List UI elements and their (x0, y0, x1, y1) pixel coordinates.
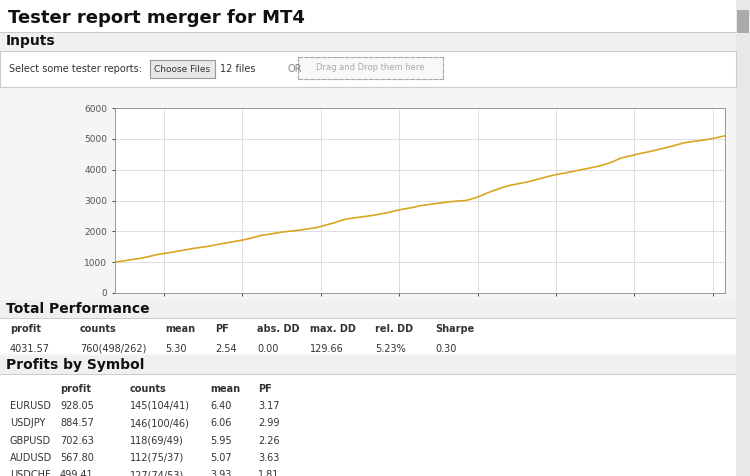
Text: 12 files: 12 files (220, 64, 256, 74)
Text: counts: counts (130, 384, 166, 394)
Text: 145(104/41): 145(104/41) (130, 401, 190, 411)
Text: 567.80: 567.80 (60, 453, 94, 463)
Text: 5.07: 5.07 (210, 453, 232, 463)
Text: 6.40: 6.40 (210, 401, 231, 411)
Text: 5.23%: 5.23% (375, 344, 406, 354)
Text: PF: PF (215, 324, 229, 334)
Text: 0.30: 0.30 (435, 344, 456, 354)
Text: profit: profit (60, 384, 91, 394)
Text: rel. DD: rel. DD (375, 324, 413, 334)
Text: Tester report merger for MT4: Tester report merger for MT4 (8, 9, 304, 27)
Bar (737, 10, 748, 33)
Text: 5.95: 5.95 (210, 436, 232, 446)
Text: 2.54: 2.54 (215, 344, 237, 354)
Text: EURUSD: EURUSD (10, 401, 51, 411)
Text: Drag and Drop them here: Drag and Drop them here (316, 63, 424, 72)
Text: 4031.57: 4031.57 (10, 344, 50, 354)
Text: USDCHF: USDCHF (10, 470, 51, 476)
Text: Sharpe: Sharpe (435, 324, 474, 334)
Text: AUDUSD: AUDUSD (10, 453, 53, 463)
Text: 3.63: 3.63 (258, 453, 279, 463)
Text: 146(100/46): 146(100/46) (130, 418, 190, 428)
Text: PF: PF (258, 384, 272, 394)
Text: 112(75/37): 112(75/37) (130, 453, 184, 463)
Text: 0.00: 0.00 (257, 344, 278, 354)
Text: Inputs: Inputs (6, 34, 56, 49)
Text: Profits by Symbol: Profits by Symbol (6, 358, 144, 372)
Text: 6.06: 6.06 (210, 418, 231, 428)
Text: 127(74/53): 127(74/53) (130, 470, 184, 476)
Text: 760(498/262): 760(498/262) (80, 344, 146, 354)
Text: Choose Files: Choose Files (154, 65, 211, 73)
Text: mean: mean (210, 384, 240, 394)
Text: OR: OR (288, 64, 302, 74)
Text: 884.57: 884.57 (60, 418, 94, 428)
Text: 2.26: 2.26 (258, 436, 280, 446)
Text: mean: mean (165, 324, 195, 334)
Text: profit: profit (10, 324, 41, 334)
Text: Select some tester reports:: Select some tester reports: (9, 64, 142, 74)
Text: 2.99: 2.99 (258, 418, 280, 428)
Text: Total Performance: Total Performance (6, 302, 149, 316)
Text: abs. DD: abs. DD (257, 324, 299, 334)
Text: 1.81: 1.81 (258, 470, 279, 476)
Text: 129.66: 129.66 (310, 344, 344, 354)
Text: USDJPY: USDJPY (10, 418, 45, 428)
Text: GBPUSD: GBPUSD (10, 436, 51, 446)
Text: 5.30: 5.30 (165, 344, 187, 354)
Text: max. DD: max. DD (310, 324, 356, 334)
Text: 118(69/49): 118(69/49) (130, 436, 184, 446)
Text: 702.63: 702.63 (60, 436, 94, 446)
Text: 3.17: 3.17 (258, 401, 280, 411)
Text: 3.93: 3.93 (210, 470, 231, 476)
Text: 499.41: 499.41 (60, 470, 94, 476)
Text: 928.05: 928.05 (60, 401, 94, 411)
Text: counts: counts (80, 324, 117, 334)
